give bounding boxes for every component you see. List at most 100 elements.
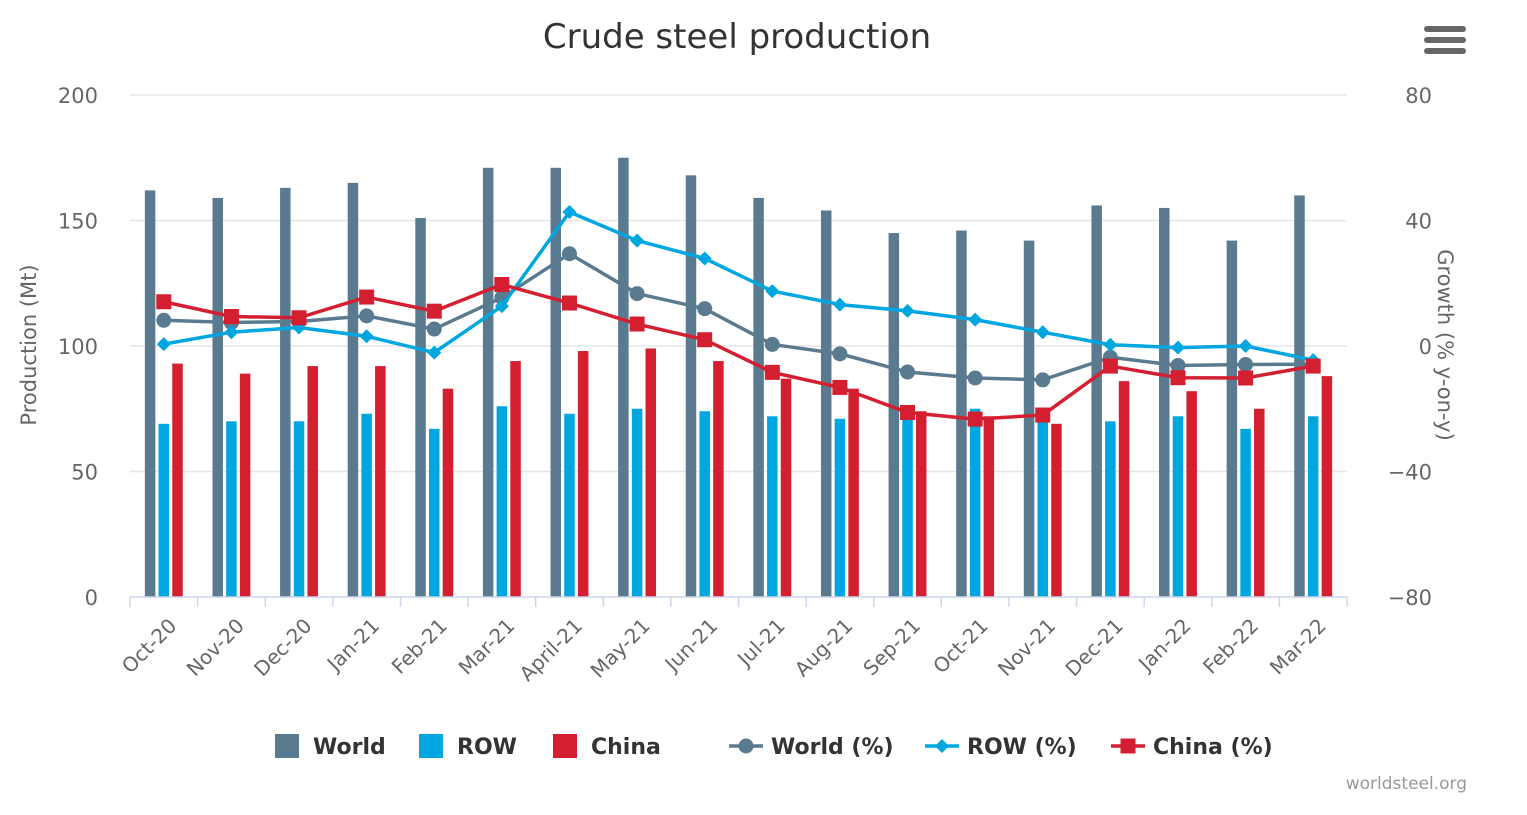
legend-swatch xyxy=(275,734,299,758)
bar-row xyxy=(767,416,778,597)
legend-item[interactable]: ROW (%) xyxy=(925,735,1077,760)
legend-item[interactable]: World xyxy=(275,734,386,760)
bar-world xyxy=(550,167,562,598)
point-china- xyxy=(156,294,172,310)
point-world- xyxy=(426,321,442,337)
x-tick-label: Feb-21 xyxy=(387,614,452,679)
point-row- xyxy=(1035,325,1050,340)
bar-china xyxy=(1118,381,1130,597)
point-china- xyxy=(561,295,577,311)
point-row- xyxy=(900,303,915,318)
x-tick-label: Aug-21 xyxy=(790,614,858,682)
credit-link[interactable]: worldsteel.org xyxy=(1345,774,1467,794)
x-tick-label: Dec-20 xyxy=(249,614,316,681)
x-tick-label: Jun-21 xyxy=(659,614,723,678)
bar-china xyxy=(1186,391,1197,597)
y-tick-label-right: −40 xyxy=(1388,461,1432,485)
y-tick-label-left: 50 xyxy=(71,461,98,485)
point-world- xyxy=(1238,357,1254,373)
x-tick-label: Nov-21 xyxy=(993,614,1060,681)
bar-row xyxy=(361,413,372,597)
point-world- xyxy=(629,286,645,302)
y-axis-title-left: Production (Mt) xyxy=(17,264,41,425)
bar-world xyxy=(753,197,764,597)
bar-world xyxy=(1294,195,1305,597)
y-tick-label-right: −80 xyxy=(1388,586,1432,610)
point-world- xyxy=(697,301,713,317)
point-row- xyxy=(765,284,780,299)
point-row- xyxy=(832,297,847,312)
legend-item[interactable]: China xyxy=(553,734,661,760)
x-tick-label: Jul-21 xyxy=(731,614,790,673)
bar-china xyxy=(1321,376,1333,597)
bar-china xyxy=(915,411,927,597)
point-row- xyxy=(359,329,374,344)
bars xyxy=(144,157,1333,598)
point-world- xyxy=(561,246,577,262)
bar-world xyxy=(144,190,156,597)
x-tick-label: Oct-20 xyxy=(117,614,182,679)
legend-label: ROW (%) xyxy=(967,735,1077,760)
point-china- xyxy=(764,364,780,380)
bar-row xyxy=(834,418,846,597)
bar-row xyxy=(1307,416,1319,597)
legend-item[interactable]: World (%) xyxy=(729,735,894,760)
bar-china xyxy=(848,388,859,597)
x-tick-label: Sep-21 xyxy=(858,614,925,681)
bar-china xyxy=(1254,408,1265,597)
legend-label: China xyxy=(591,735,661,760)
point-china- xyxy=(1035,407,1051,423)
bar-china xyxy=(577,351,589,597)
y-tick-label-right: 40 xyxy=(1405,210,1432,234)
bar-china xyxy=(1051,423,1062,597)
legend-marker xyxy=(738,738,754,754)
legend-swatch xyxy=(419,734,443,758)
point-row- xyxy=(1238,339,1253,353)
bar-row xyxy=(969,408,981,597)
menu-bar xyxy=(1424,37,1466,43)
legend-marker xyxy=(1120,738,1136,754)
hamburger-menu-icon[interactable] xyxy=(1424,26,1466,60)
bar-world xyxy=(1023,240,1035,597)
bar-world xyxy=(415,217,426,598)
bar-china xyxy=(172,363,183,597)
point-china- xyxy=(426,303,442,319)
bar-world xyxy=(482,167,494,598)
bar-row xyxy=(564,413,575,597)
x-tick-label: Dec-21 xyxy=(1060,614,1127,681)
y-axis-title-right: Growth (% y-on-y) xyxy=(1433,249,1457,441)
legend-label: World (%) xyxy=(771,735,894,760)
legend-item[interactable]: ROW xyxy=(419,734,517,760)
point-china- xyxy=(1170,370,1186,386)
bar-china xyxy=(375,366,386,597)
point-china- xyxy=(223,309,239,325)
x-tick-label: April-21 xyxy=(515,614,587,686)
bar-row xyxy=(1172,416,1184,597)
legend-label: World xyxy=(313,735,386,760)
y-tick-label-left: 100 xyxy=(58,335,98,359)
point-row- xyxy=(427,345,442,360)
point-china- xyxy=(494,277,510,293)
x-tick-label: Mar-21 xyxy=(454,614,520,680)
bar-china xyxy=(645,348,657,597)
point-row- xyxy=(697,251,712,266)
bar-row xyxy=(496,406,508,597)
bar-row xyxy=(226,421,237,597)
bar-china xyxy=(442,388,454,597)
point-china- xyxy=(359,289,375,305)
y-tick-label-left: 0 xyxy=(85,586,98,610)
bar-row xyxy=(293,421,305,597)
legend-label: China (%) xyxy=(1153,735,1273,760)
point-world- xyxy=(764,336,780,352)
point-china- xyxy=(697,332,713,348)
legend[interactable]: World ROW China World (%) ROW (%) China (%) xyxy=(275,734,1273,760)
bar-world xyxy=(280,187,291,597)
x-tick-label: May-21 xyxy=(586,614,655,683)
legend-item[interactable]: China (%) xyxy=(1111,735,1273,760)
chart-title: Crude steel production xyxy=(543,17,931,57)
bar-row xyxy=(699,411,710,597)
legend-label: ROW xyxy=(457,735,517,760)
point-row- xyxy=(968,312,983,327)
bar-row xyxy=(1240,428,1251,597)
